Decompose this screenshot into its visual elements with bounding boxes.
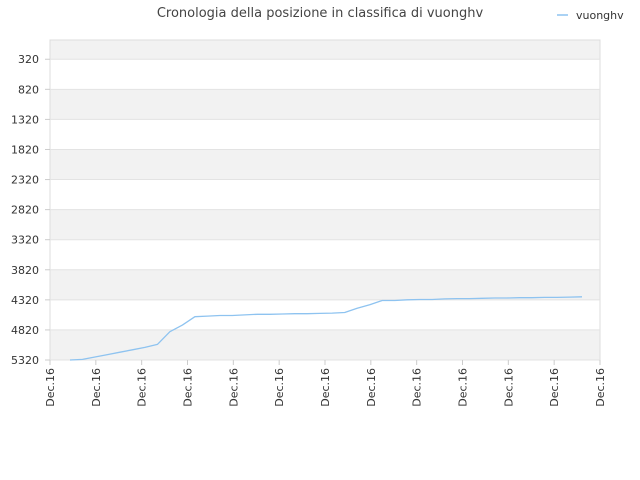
x-tick-label: Dec.16 — [411, 368, 424, 407]
grid-band — [50, 59, 600, 90]
x-tick-label: Dec.16 — [548, 368, 561, 407]
grid-band — [50, 149, 600, 180]
x-tick-label: Dec.16 — [136, 368, 149, 407]
y-tick-label: 3820 — [11, 264, 39, 277]
x-tick-label: Dec.16 — [273, 368, 286, 407]
series-layer — [69, 296, 583, 361]
x-tick-label: Dec.16 — [457, 368, 470, 407]
grid-band — [50, 329, 600, 360]
x-tick-label: Dec.16 — [227, 368, 240, 407]
x-tick-label: Dec.16 — [319, 368, 332, 407]
y-tick-label: 4320 — [11, 294, 39, 307]
y-tick-label: 4820 — [11, 324, 39, 337]
grid-band — [50, 299, 600, 330]
y-tick-label: 320 — [18, 53, 39, 66]
x-tick-label: Dec.16 — [365, 368, 378, 407]
grid-band — [50, 209, 600, 240]
y-tick-label: 3320 — [11, 234, 39, 247]
grid-band — [50, 269, 600, 300]
y-tick-label: 1320 — [11, 113, 39, 126]
y-tick-label: 820 — [18, 83, 39, 96]
grid-band — [50, 40, 600, 60]
x-tick-label: Dec.16 — [182, 368, 195, 407]
grid-band — [50, 179, 600, 210]
legend: vuonghv — [557, 9, 624, 22]
plot-background-bands — [50, 40, 600, 360]
x-tick-label: Dec.16 — [90, 368, 103, 407]
grid-band — [50, 119, 600, 150]
legend-label-vuonghv: vuonghv — [576, 9, 624, 22]
grid-band — [50, 89, 600, 120]
y-tick-label: 1820 — [11, 143, 39, 156]
series-line-vuonghv — [69, 296, 583, 361]
x-tick-label: Dec.16 — [502, 368, 515, 407]
y-tick-label: 5320 — [11, 354, 39, 367]
x-tick-label: Dec.16 — [594, 368, 607, 407]
x-tick-label: Dec.16 — [44, 368, 57, 407]
grid-band — [50, 239, 600, 270]
y-tick-label: 2320 — [11, 174, 39, 187]
x-axis: Dec.16 Dec.16 Dec.16 Dec.16 Dec.16 Dec.16 Dec.… — [44, 360, 607, 407]
chart-title: Cronologia della posizione in classifica… — [157, 6, 484, 21]
y-tick-label: 2820 — [11, 204, 39, 217]
